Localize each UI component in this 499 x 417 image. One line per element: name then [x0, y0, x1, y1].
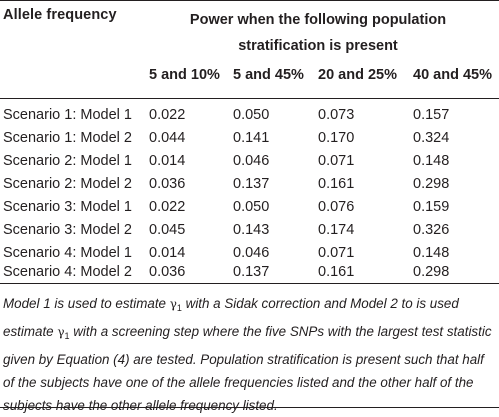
gamma-symbol: γ [169, 297, 177, 311]
row-label: Scenario 4: Model 2 [3, 264, 132, 280]
cell-value: 0.174 [318, 222, 355, 238]
cell-value: 0.137 [233, 264, 270, 280]
cell-value: 0.148 [413, 245, 450, 261]
footnote-text-1: Model 1 is used to estimate [3, 296, 170, 311]
column-header-20-25: 20 and 25% [318, 67, 397, 83]
cell-value: 0.159 [413, 199, 450, 215]
power-header-line-2: stratification is present [238, 38, 398, 54]
cell-value: 0.046 [233, 153, 270, 169]
cell-value: 0.014 [149, 153, 186, 169]
cell-value: 0.050 [233, 199, 270, 215]
cell-value: 0.148 [413, 153, 450, 169]
row-label: Scenario 1: Model 1 [3, 107, 132, 123]
column-header-40-45: 40 and 45% [413, 67, 492, 83]
row-label: Scenario 3: Model 1 [3, 199, 132, 215]
cell-value: 0.298 [413, 264, 450, 280]
table-row: Scenario 2: Model 1 0.014 0.046 0.071 0.… [0, 153, 499, 176]
cell-value: 0.036 [149, 264, 186, 280]
table-row: Scenario 4: Model 1 0.014 0.046 0.071 0.… [0, 245, 499, 268]
cell-value: 0.141 [233, 130, 270, 146]
cell-value: 0.298 [413, 176, 450, 192]
row-label: Scenario 2: Model 2 [3, 176, 132, 192]
column-header-5-10: 5 and 10% [149, 67, 220, 83]
power-header: Power when the following population stra… [137, 7, 499, 59]
gamma-symbol: γ [57, 325, 65, 339]
gamma-subscript: 1 [176, 303, 182, 313]
cell-value: 0.071 [318, 153, 355, 169]
cell-value: 0.014 [149, 245, 186, 261]
cell-value: 0.045 [149, 222, 186, 238]
power-header-line-1: Power when the following population [189, 12, 447, 28]
table-row: Scenario 4: Model 2 0.036 0.137 0.161 0.… [0, 264, 499, 287]
cell-value: 0.036 [149, 176, 186, 192]
table-bottom-rule [0, 283, 499, 284]
cell-value: 0.071 [318, 245, 355, 261]
footnote-text-2: with a Sidak correction and Model 2 to i… [3, 296, 459, 339]
cell-value: 0.046 [233, 245, 270, 261]
cell-value: 0.157 [413, 107, 450, 123]
cell-value: 0.143 [233, 222, 270, 238]
cell-value: 0.161 [318, 176, 355, 192]
cell-value: 0.326 [413, 222, 450, 238]
column-header-5-45: 5 and 45% [233, 67, 304, 83]
cell-value: 0.170 [318, 130, 355, 146]
table-row: Scenario 3: Model 2 0.045 0.143 0.174 0.… [0, 222, 499, 245]
cell-value: 0.161 [318, 264, 355, 280]
table-row: Scenario 1: Model 2 0.044 0.141 0.170 0.… [0, 130, 499, 153]
table-footnote: Model 1 is used to estimate γ1 with a Si… [3, 292, 496, 417]
row-label: Scenario 1: Model 2 [3, 130, 132, 146]
cell-value: 0.073 [318, 107, 355, 123]
table-row: Scenario 2: Model 2 0.036 0.137 0.161 0.… [0, 176, 499, 199]
cell-value: 0.022 [149, 199, 186, 215]
header-rule [0, 98, 499, 99]
footnote-text-3: with a screening step where the five SNP… [3, 324, 492, 413]
row-label: Scenario 2: Model 1 [3, 153, 132, 169]
table-row: Scenario 1: Model 1 0.022 0.050 0.073 0.… [0, 107, 499, 130]
table-row: Scenario 3: Model 1 0.022 0.050 0.076 0.… [0, 199, 499, 222]
footnote-bottom-rule [0, 407, 499, 408]
row-label: Scenario 4: Model 1 [3, 245, 132, 261]
cell-value: 0.050 [233, 107, 270, 123]
cell-value: 0.324 [413, 130, 450, 146]
allele-frequency-header: Allele frequency [3, 7, 117, 23]
cell-value: 0.044 [149, 130, 186, 146]
gamma-subscript: 1 [64, 331, 70, 341]
cell-value: 0.022 [149, 107, 186, 123]
cell-value: 0.076 [318, 199, 355, 215]
row-label: Scenario 3: Model 2 [3, 222, 132, 238]
table-top-rule [0, 0, 499, 1]
cell-value: 0.137 [233, 176, 270, 192]
